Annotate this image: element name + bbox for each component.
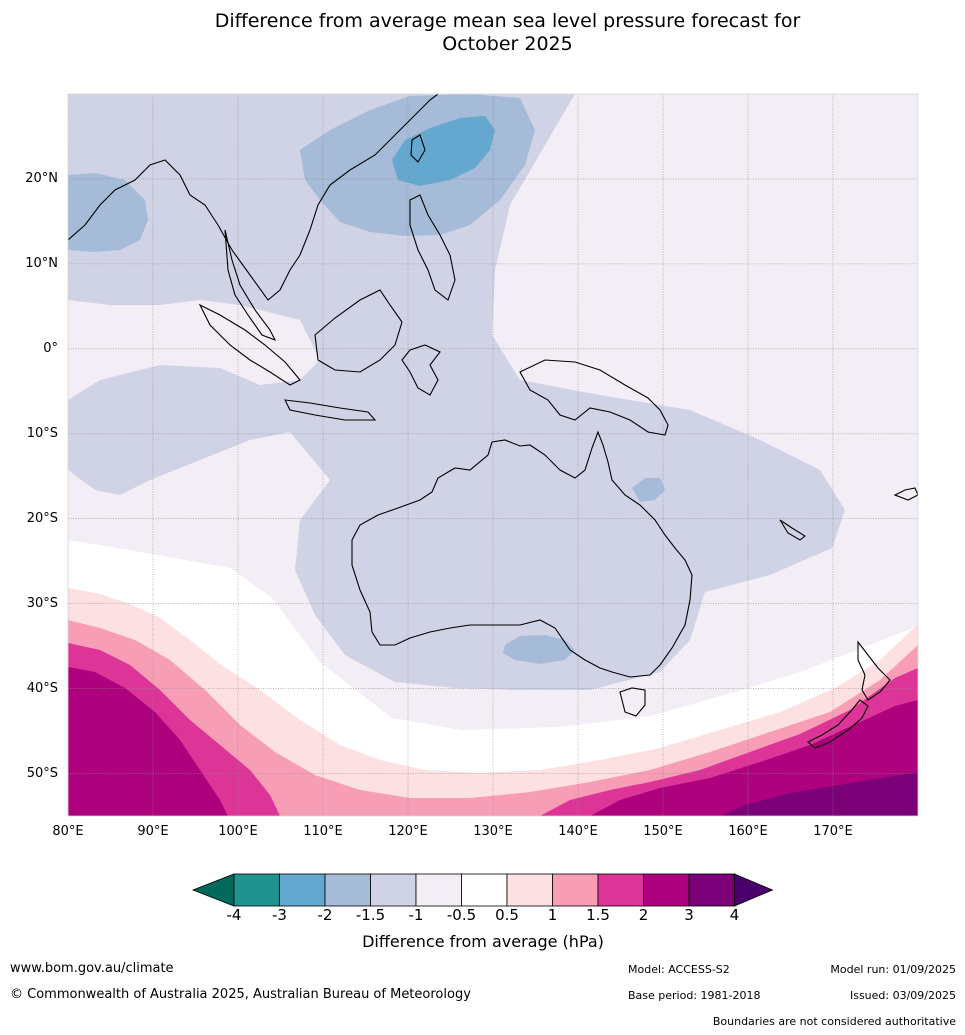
footer-model-run: Model run: 01/09/2025 <box>830 963 956 976</box>
colorbar-swatch <box>279 873 326 907</box>
colorbar-tick-label: 4 <box>729 906 740 924</box>
colorbar-tick-label: 0.5 <box>495 906 519 924</box>
new-guinea-coastline <box>519 359 669 436</box>
anomaly-band-blue-grey-coral-sea <box>632 478 665 502</box>
anomaly-band-blue-grey-bight <box>503 635 575 664</box>
title-line-1: Difference from average mean sea level p… <box>214 10 801 32</box>
colorbar <box>191 873 774 907</box>
latitude-label: 10°S <box>26 425 58 441</box>
footer-copyright: © Commonwealth of Australia 2025, Austra… <box>10 987 471 1002</box>
map-plot-area <box>68 94 918 816</box>
anomaly-band-lavender <box>68 94 845 690</box>
longitude-label: 130°E <box>473 824 513 839</box>
java-coastline <box>284 399 377 421</box>
latitude-label: 0° <box>43 340 58 356</box>
longitude-label: 140°E <box>558 824 598 839</box>
latitude-label: 10°N <box>25 255 58 271</box>
colorbar-swatch <box>688 873 735 907</box>
tasmania-coastline <box>619 687 646 717</box>
footer-url[interactable]: www.bom.gov.au/climate <box>10 961 174 976</box>
colorbar-tick-label: -1 <box>408 906 424 924</box>
australia-coastline <box>351 430 693 678</box>
latitude-label: 20°N <box>25 170 58 186</box>
philippines-coastline <box>409 194 456 301</box>
sulawesi-coastline <box>401 344 441 396</box>
new-zealand-north-coastline <box>857 640 891 701</box>
colorbar-tick-label: 1 <box>547 906 558 924</box>
longitude-label: 160°E <box>728 824 768 839</box>
footer-model: Model: ACCESS-S2 <box>628 963 730 976</box>
colorbar-tick-label: 2 <box>638 906 649 924</box>
longitude-label: 120°E <box>388 824 428 839</box>
sumatra-coastline <box>198 303 301 386</box>
colorbar-swatch <box>415 873 462 907</box>
taiwan-coastline <box>410 134 426 163</box>
anomaly-core-blue <box>392 116 495 186</box>
longitude-label: 150°E <box>643 824 683 839</box>
colorbar-swatch <box>643 873 690 907</box>
fiji-coastline <box>893 487 918 501</box>
borneo-coastline <box>314 289 403 373</box>
latitude-label: 30°S <box>26 595 58 611</box>
coastlines <box>68 94 918 749</box>
colorbar-tick-label: 1.5 <box>586 906 610 924</box>
colorbar-swatch <box>552 873 599 907</box>
footer-issued: Issued: 03/09/2025 <box>849 989 956 1002</box>
colorbar-title: Difference from average (hPa) <box>362 932 604 951</box>
anomaly-band-pink <box>68 620 918 816</box>
mainland-asia-coastline <box>68 94 439 301</box>
new-caledonia-coastline <box>779 519 806 541</box>
colorbar-swatch <box>597 873 644 907</box>
footer-base-period: Base period: 1981-2018 <box>628 989 761 1002</box>
latitude-label: 50°S <box>26 765 58 781</box>
colorbar-tick-label: -3 <box>272 906 287 924</box>
colorbar-swatch <box>461 873 508 907</box>
latitude-label: 20°S <box>26 510 58 526</box>
colorbar-under-arrow <box>191 873 235 907</box>
longitude-label: 170°E <box>813 824 853 839</box>
colorbar-swatch <box>506 873 553 907</box>
colorbar-tick-label: 3 <box>684 906 694 924</box>
map-frame <box>67 93 919 817</box>
anomaly-band-magenta <box>68 643 918 816</box>
footer-disclaimer: Boundaries are not considered authoritat… <box>712 1015 956 1028</box>
anomaly-band-blue-grey-west <box>68 173 148 252</box>
malay-peninsula-coastline <box>224 229 277 342</box>
anomaly-band-purple <box>720 772 918 816</box>
colorbar-swatch <box>233 873 280 907</box>
colorbar-tick-label: -0.5 <box>446 906 477 924</box>
title-line-2: October 2025 <box>442 33 573 55</box>
longitude-label: 90°E <box>137 824 169 839</box>
colorbar-over-arrow <box>734 873 774 907</box>
colorbar-tick-label: -1.5 <box>355 906 386 924</box>
longitude-label: 110°E <box>303 824 343 839</box>
colorbar-tick-label: -4 <box>226 906 242 924</box>
colorbar-swatch <box>370 873 417 907</box>
colorbar-tick-label: -2 <box>317 906 333 924</box>
latitude-label: 40°S <box>26 680 58 696</box>
map-title: Difference from average mean sea level p… <box>0 10 965 56</box>
graticule <box>68 94 918 816</box>
new-zealand-south-coastline <box>807 699 869 749</box>
longitude-label: 80°E <box>52 824 84 839</box>
longitude-label: 100°E <box>218 824 258 839</box>
colorbar-swatch <box>324 873 371 907</box>
